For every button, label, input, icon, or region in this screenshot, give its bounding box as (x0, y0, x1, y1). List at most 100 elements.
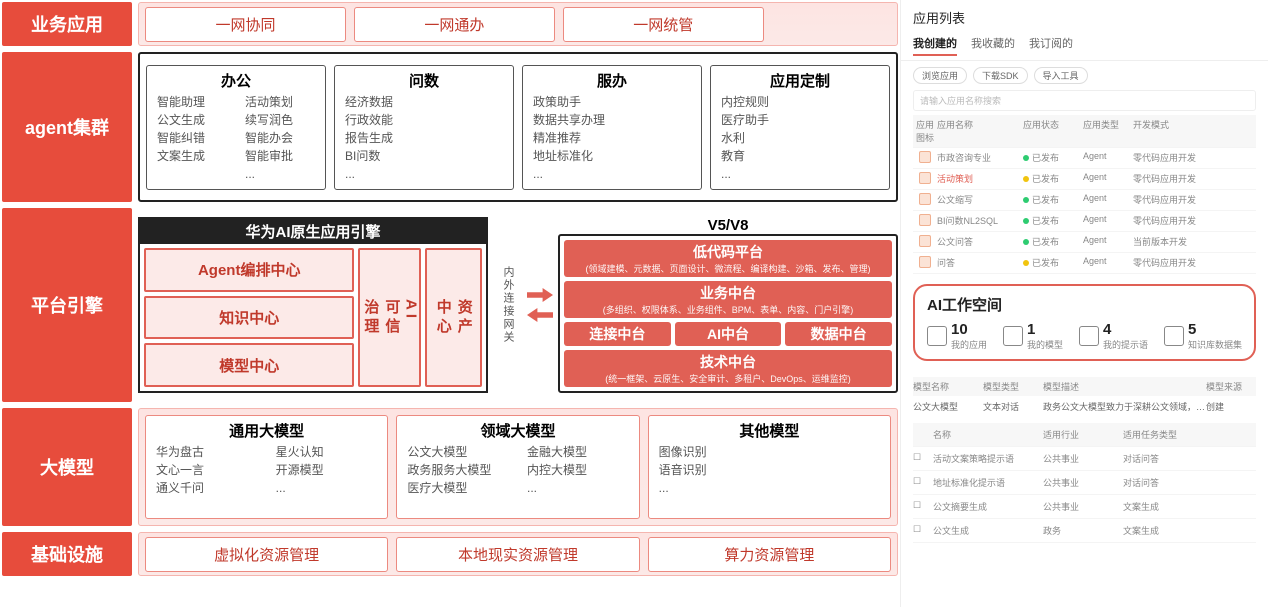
card-title: 领域大模型 (407, 420, 628, 441)
ai-engine-box: 华为AI原生应用引擎 Agent编排中心 知识中心 模型中心 AI 可信 治理 … (138, 217, 488, 393)
table-row[interactable]: 问答已发布Agent零代码应用开发 (913, 253, 1256, 274)
workspace-title: AI工作空间 (927, 294, 1242, 315)
card-title: 其他模型 (659, 420, 880, 441)
chip[interactable]: 浏览应用 (913, 67, 967, 84)
app-icon (919, 193, 931, 205)
th: 名称 (933, 428, 1043, 441)
table-row[interactable]: 公文缩写已发布Agent零代码应用开发 (913, 190, 1256, 211)
tab-subscribed[interactable]: 我订阅的 (1029, 35, 1073, 56)
model-card: 其他模型图像识别语音识别... (648, 415, 891, 519)
infra-content: 虚拟化资源管理 本地现实资源管理 算力资源管理 (138, 532, 898, 576)
app-icon (919, 151, 931, 163)
arrow-right-icon (527, 288, 553, 302)
app-icon (919, 172, 931, 184)
v5v8-title: V5/V8 (558, 217, 898, 234)
table-row[interactable]: BI问数NL2SQL已发布Agent零代码应用开发 (913, 211, 1256, 232)
layer-label-agent: agent集群 (2, 52, 132, 202)
platform-row: 连接中台AI中台数据中台 (564, 322, 892, 346)
prompt-table: 名称适用行业适用任务类型 ☐活动文案策略提示语公共事业对话问答☐地址标准化提示语… (913, 423, 1256, 543)
th: 应用名称 (937, 118, 1023, 144)
table-row[interactable]: ☐公文生成政务文案生成 (913, 519, 1256, 543)
engine-governance: AI 可信 治理 (358, 248, 421, 387)
chip[interactable]: 下载SDK (973, 67, 1028, 84)
engine-cell: 知识中心 (144, 296, 354, 340)
td: 文本对话 (983, 400, 1043, 413)
th: 模型描述 (1043, 380, 1206, 393)
th: 应用类型 (1083, 118, 1133, 144)
layer-label-model: 大模型 (2, 408, 132, 526)
table-row[interactable]: 活动策划已发布Agent零代码应用开发 (913, 169, 1256, 190)
td: 创建 (1206, 400, 1256, 413)
agent-content: 办公智能助理公文生成智能纠错文案生成活动策划续写润色智能办会智能审批...问数经… (138, 52, 898, 202)
infra-item: 虚拟化资源管理 (145, 537, 388, 572)
engine-cell: 模型中心 (144, 343, 354, 387)
td: 政务公文大模型致力于深耕公文领域，打造智能化... (1043, 400, 1206, 413)
model-content: 通用大模型华为盘古文心一言通义千问星火认知开源模型...领域大模型公文大模型政务… (138, 408, 898, 526)
card-col: 政策助手数据共享办理精准推荐地址标准化... (533, 93, 691, 183)
layer-label-platform: 平台引擎 (2, 208, 132, 402)
card-col: 图像识别语音识别... (659, 443, 880, 497)
th: 应用状态 (1023, 118, 1083, 144)
platform-bar: 数据中台 (785, 322, 892, 346)
engine-title: 华为AI原生应用引擎 (140, 219, 486, 244)
stat-icon (1003, 326, 1023, 346)
biz-item: 一网统管 (563, 7, 764, 42)
app-icon (919, 214, 931, 226)
td: 公文大模型 (913, 400, 983, 413)
layer-label-infra: 基础设施 (2, 532, 132, 576)
card-title: 应用定制 (721, 70, 879, 91)
model-card: 领域大模型公文大模型政务服务大模型医疗大模型金融大模型内控大模型... (396, 415, 639, 519)
app-icon (919, 256, 931, 268)
th: 适用任务类型 (1123, 428, 1256, 441)
workspace-stat[interactable]: 1我的模型 (1003, 321, 1063, 351)
agent-card: 服办政策助手数据共享办理精准推荐地址标准化... (522, 65, 702, 190)
agent-card: 问数经济数据行政效能报告生成BI问数... (334, 65, 514, 190)
card-title: 问数 (345, 70, 503, 91)
tab-created[interactable]: 我创建的 (913, 35, 957, 56)
app-table: 应用图标应用名称应用状态应用类型开发模式 市政咨询专业已发布Agent零代码应用… (913, 115, 1256, 274)
agent-card: 应用定制内控规则医疗助手水利教育... (710, 65, 890, 190)
app-icon (919, 235, 931, 247)
stat-icon (1079, 326, 1099, 346)
th: 模型名称 (913, 380, 983, 393)
infra-item: 本地现实资源管理 (396, 537, 639, 572)
model-table-header: 模型名称 模型类型 模型描述 模型来源 (913, 377, 1256, 396)
app-tabs: 我创建的 我收藏的 我订阅的 (901, 31, 1268, 61)
table-row[interactable]: ☐活动文案策略提示语公共事业对话问答 (913, 447, 1256, 471)
platform-content: 华为AI原生应用引擎 Agent编排中心 知识中心 模型中心 AI 可信 治理 … (138, 208, 898, 402)
table-row[interactable]: ☐地址标准化提示语公共事业对话问答 (913, 471, 1256, 495)
workspace-stat[interactable]: 10我的应用 (927, 321, 987, 351)
right-panel: 应用列表 我创建的 我收藏的 我订阅的 浏览应用 下载SDK 导入工具 请输入应… (900, 0, 1268, 607)
th: 应用图标 (913, 118, 937, 144)
agent-card: 办公智能助理公文生成智能纠错文案生成活动策划续写润色智能办会智能审批... (146, 65, 326, 190)
table-row[interactable]: 公文问答已发布Agent当前版本开发 (913, 232, 1256, 253)
stat-icon (927, 326, 947, 346)
biz-item: 一网协同 (145, 7, 346, 42)
table-row[interactable]: 市政咨询专业已发布Agent零代码应用开发 (913, 148, 1256, 169)
model-row[interactable]: 公文大模型 文本对话 政务公文大模型致力于深耕公文领域，打造智能化... 创建 (913, 400, 1256, 413)
card-col: 公文大模型政务服务大模型医疗大模型 (407, 443, 509, 497)
gateway-label: 内外连接网关 (499, 266, 517, 344)
layer-label-biz: 业务应用 (2, 2, 132, 46)
th: 适用行业 (1043, 428, 1123, 441)
th: 开发模式 (1133, 118, 1256, 144)
platform-bar: 业务中台(多组织、权限体系、业务组件、BPM、表单、内容、门户引擎) (564, 281, 892, 318)
model-card: 通用大模型华为盘古文心一言通义千问星火认知开源模型... (145, 415, 388, 519)
tab-favorited[interactable]: 我收藏的 (971, 35, 1015, 56)
engine-asset: 资产 中心 (425, 248, 482, 387)
platform-bar: 连接中台 (564, 322, 671, 346)
stat-icon (1164, 326, 1184, 346)
engine-cell: Agent编排中心 (144, 248, 354, 292)
platform-bar: 低代码平台(领域建模、元数据、页面设计、微流程、编译构建、沙箱、发布、管理) (564, 240, 892, 277)
chip[interactable]: 导入工具 (1034, 67, 1088, 84)
card-col: 金融大模型内控大模型... (527, 443, 629, 497)
workspace-stat[interactable]: 5知识库数据集 (1164, 321, 1242, 351)
workspace-stat[interactable]: 4我的提示语 (1079, 321, 1148, 351)
gateway-arrows: 内外连接网关 (494, 217, 522, 393)
biz-item: 一网通办 (354, 7, 555, 42)
card-title: 办公 (157, 70, 315, 91)
search-input[interactable]: 请输入应用名称搜索 (913, 90, 1256, 111)
table-row[interactable]: ☐公文摘要生成公共事业文案生成 (913, 495, 1256, 519)
th: 模型来源 (1206, 380, 1256, 393)
card-title: 服办 (533, 70, 691, 91)
